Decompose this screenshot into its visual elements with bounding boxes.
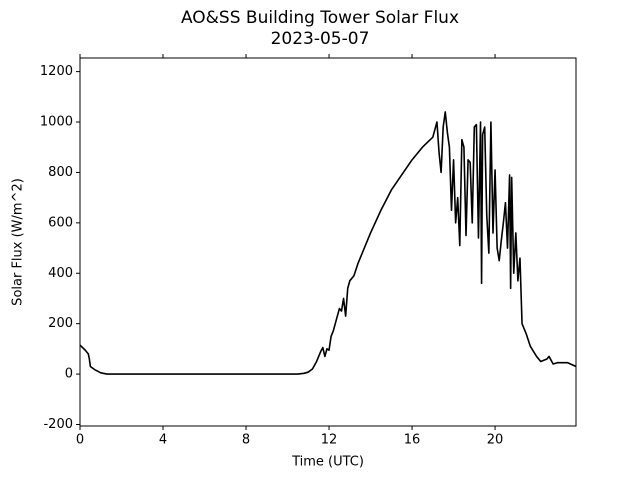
chart-title: AO&SS Building Tower Solar Flux bbox=[181, 8, 459, 28]
x-tick-label: 8 bbox=[242, 433, 250, 448]
x-tick-label: 0 bbox=[76, 433, 84, 448]
y-tick-label: 1000 bbox=[40, 115, 73, 130]
plot-frame bbox=[79, 57, 577, 427]
y-tick-label: 400 bbox=[48, 266, 73, 281]
y-tick-label: 0 bbox=[65, 367, 73, 382]
x-tick-label: 4 bbox=[159, 433, 167, 448]
x-tick-label: 16 bbox=[404, 433, 421, 448]
y-axis-label: Solar Flux (W/m^2) bbox=[11, 178, 26, 306]
y-tick-label: 200 bbox=[48, 316, 73, 331]
y-tick-label: -200 bbox=[43, 417, 73, 432]
x-tick-label: 12 bbox=[321, 433, 338, 448]
chart-subtitle: 2023-05-07 bbox=[271, 29, 370, 49]
flux-line bbox=[79, 111, 577, 375]
y-tick-label: 800 bbox=[48, 165, 73, 180]
x-axis-label: Time (UTC) bbox=[291, 455, 364, 470]
y-tick-label: 1200 bbox=[40, 64, 73, 79]
y-tick-label: 600 bbox=[48, 215, 73, 230]
x-tick-label: 20 bbox=[487, 433, 504, 448]
